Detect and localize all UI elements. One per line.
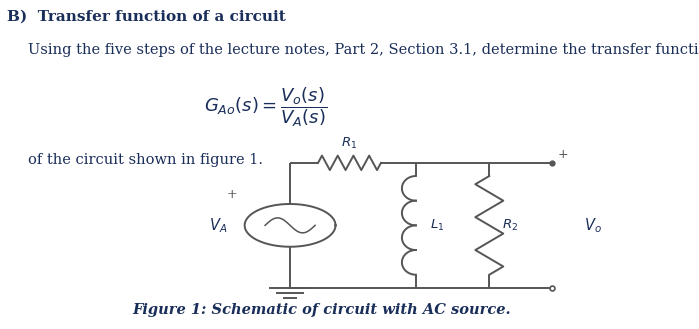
Text: B)  Transfer function of a circuit: B) Transfer function of a circuit bbox=[7, 10, 286, 24]
Text: of the circuit shown in figure 1.: of the circuit shown in figure 1. bbox=[28, 153, 263, 167]
Text: +: + bbox=[227, 188, 238, 201]
Text: $L_1$: $L_1$ bbox=[430, 218, 445, 233]
Text: +: + bbox=[558, 148, 568, 161]
Text: $R_1$: $R_1$ bbox=[341, 136, 358, 151]
Text: Using the five steps of the lecture notes, Part 2, Section 3.1, determine the tr: Using the five steps of the lecture note… bbox=[28, 43, 699, 57]
Text: $G_{Ao}(s) = \dfrac{V_o(s)}{V_A(s)}$: $G_{Ao}(s) = \dfrac{V_o(s)}{V_A(s)}$ bbox=[204, 86, 327, 129]
Text: $V_o$: $V_o$ bbox=[584, 216, 601, 235]
Text: $V_A$: $V_A$ bbox=[209, 216, 227, 235]
Text: Figure 1: Schematic of circuit with AC source.: Figure 1: Schematic of circuit with AC s… bbox=[132, 303, 511, 317]
Text: $R_2$: $R_2$ bbox=[502, 218, 518, 233]
